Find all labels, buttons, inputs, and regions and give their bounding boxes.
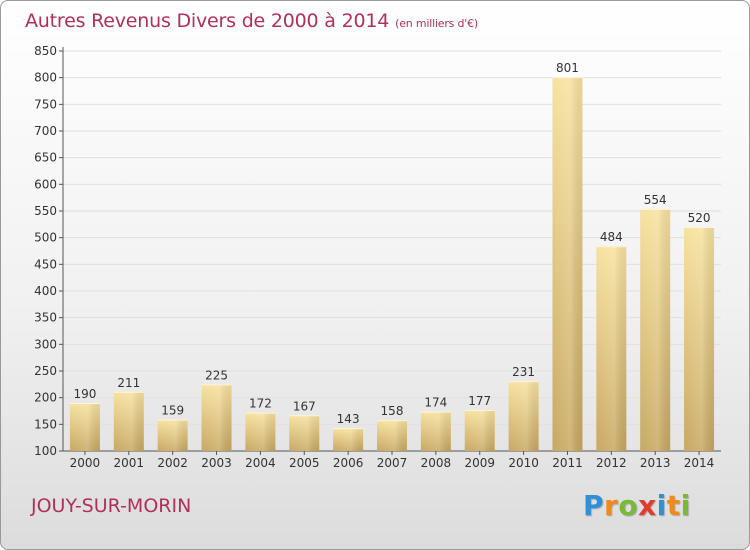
axes: 100 150 200 250 300 350 400 450 500 550 600 650 700 7… (34, 44, 721, 470)
y-tick-label: 500 (34, 231, 57, 245)
logo-letter: x (638, 489, 657, 522)
logo-letter: P (583, 489, 605, 522)
x-tick-label: 2011 (552, 456, 583, 470)
y-tick-label: 200 (34, 391, 57, 405)
y-tick-label: 850 (34, 44, 57, 58)
bar-shade-2007 (377, 420, 407, 451)
data-labels: 190 211 159 225 172 167 143 158 174 177 231 801 484 5… (73, 61, 710, 426)
y-tick-label: 100 (34, 444, 57, 458)
bar-shade-2014 (684, 227, 715, 451)
x-tick-label: 2003 (201, 456, 232, 470)
y-tick-label: 300 (34, 337, 57, 351)
bar-shade-2011 (552, 77, 583, 451)
x-tick-label: 2009 (464, 456, 495, 470)
y-tick-label: 800 (34, 71, 57, 85)
x-tick-label: 2005 (289, 456, 320, 470)
y-tick-label: 750 (34, 97, 57, 111)
y-tick-label: 550 (34, 204, 57, 218)
y-tick-label: 400 (34, 284, 57, 298)
x-tick-label: 2013 (640, 456, 671, 470)
bar-shade-2012 (596, 246, 627, 451)
y-tick-label: 450 (34, 257, 57, 271)
data-label: 177 (468, 394, 491, 408)
y-tick-label: 700 (34, 124, 57, 138)
bar-shade-2002 (157, 419, 188, 451)
data-label: 172 (249, 397, 272, 411)
data-label: 231 (512, 365, 535, 379)
x-tick-label: 2007 (377, 456, 408, 470)
bar-shade-2008 (420, 411, 451, 451)
data-label: 801 (556, 61, 579, 75)
commune-name: JOUY-SUR-MORIN (31, 495, 192, 517)
y-tick-label: 350 (34, 311, 57, 325)
y-tick-label: 250 (34, 364, 57, 378)
bar-shade-2009 (464, 409, 495, 451)
data-label: 484 (600, 230, 623, 244)
proxiti-logo: Proxiti (583, 489, 691, 522)
x-tick-label: 2012 (596, 456, 627, 470)
data-label: 190 (73, 387, 96, 401)
bar-shade-2001 (113, 391, 144, 451)
y-tick-label: 650 (34, 151, 57, 165)
bar-shade-2010 (508, 381, 539, 451)
data-label: 167 (293, 399, 316, 413)
bar-shade-2013 (640, 208, 671, 451)
data-label: 211 (117, 376, 140, 390)
y-tick-label: 150 (34, 417, 57, 431)
data-label: 225 (205, 368, 228, 382)
chart-title-text: Autres Revenus Divers de 2000 à 2014 (25, 10, 390, 32)
logo-letter: i (680, 489, 691, 522)
bar-shade-2005 (289, 415, 320, 451)
x-tick-label: 2002 (157, 456, 188, 470)
logo-letter: r (604, 489, 619, 522)
data-label: 158 (381, 404, 404, 418)
data-label: 554 (644, 193, 667, 207)
x-tick-label: 2014 (684, 456, 715, 470)
chart-title: Autres Revenus Divers de 2000 à 2014 (en … (25, 10, 478, 32)
bar-shade-2004 (245, 412, 276, 451)
data-label: 143 (337, 412, 360, 426)
x-tick-label: 2001 (114, 456, 145, 470)
x-tick-label: 2006 (333, 456, 364, 470)
bar-shade-2006 (333, 428, 364, 451)
bars (69, 77, 715, 451)
logo-letter: o (618, 489, 639, 522)
x-tick-label: 2004 (245, 456, 276, 470)
logo-letter: t (666, 489, 681, 522)
y-tick-label: 600 (34, 177, 57, 191)
data-label: 159 (161, 404, 184, 418)
x-tick-label: 2010 (508, 456, 539, 470)
bar-shade-2003 (201, 384, 232, 451)
logo-letter: i (656, 489, 667, 522)
x-tick-label: 2008 (421, 456, 452, 470)
bar-shade-2000 (69, 403, 100, 451)
data-label: 174 (424, 396, 447, 410)
data-label: 520 (688, 211, 711, 225)
x-tick-label: 2000 (70, 456, 101, 470)
chart-subtitle: (en milliers d'€) (395, 17, 479, 30)
